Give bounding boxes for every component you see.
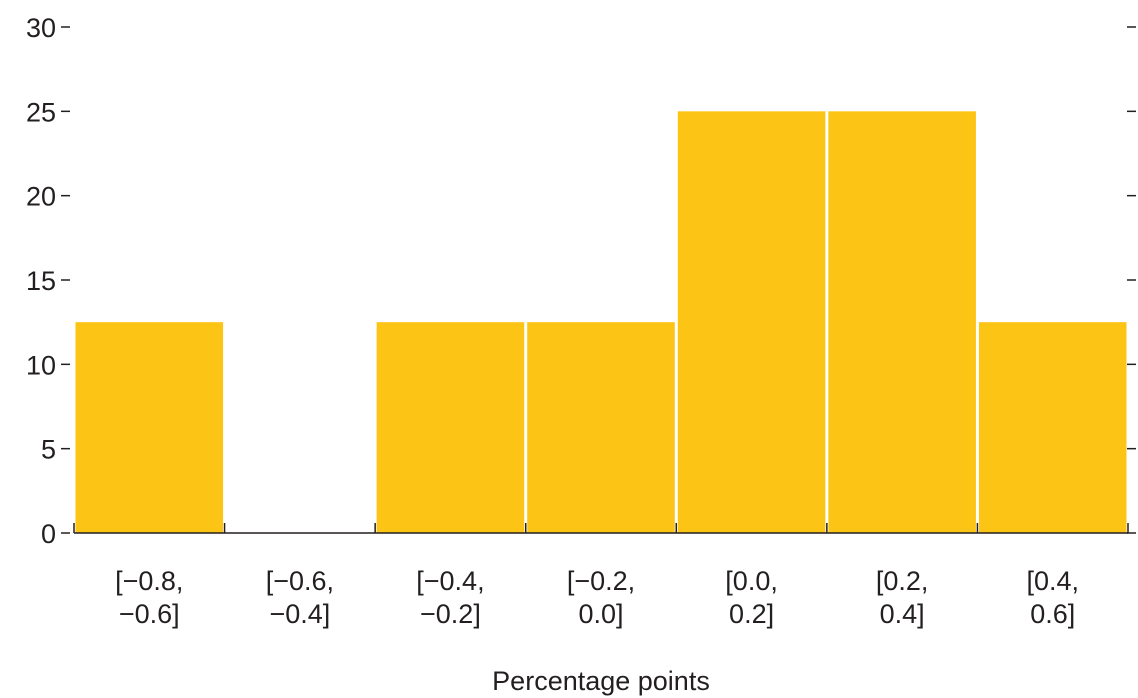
bar-0 <box>75 322 224 533</box>
bar-5 <box>828 111 976 533</box>
y-tick-label-2: 10 <box>26 350 56 380</box>
y-tick-label-3: 15 <box>26 266 56 296</box>
category-label-3: [−0.2, 0.0] <box>567 566 635 629</box>
bar-3 <box>527 322 675 533</box>
category-label-4: [0.0, 0.2] <box>725 566 778 629</box>
bar-6 <box>978 322 1127 533</box>
category-label-2: [−0.4, −0.2] <box>416 566 484 629</box>
x-axis-title: Percentage points <box>492 666 710 696</box>
bars-group <box>75 111 1127 533</box>
y-tick-label-0: 0 <box>41 519 56 549</box>
y-tick-label-1: 5 <box>41 435 56 465</box>
axes-group <box>61 26 1136 534</box>
category-labels: [−0.8, −0.6] [−0.6, −0.4] [−0.4, −0.2] [−0.2, 0… <box>115 566 1079 629</box>
y-tick-labels: 0 5 10 15 20 25 30 <box>26 13 56 549</box>
bar-4 <box>677 111 826 533</box>
y-tick-label-4: 20 <box>26 182 56 212</box>
category-label-5: [0.2, 0.4] <box>876 566 929 629</box>
category-label-1: [−0.6, −0.4] <box>266 566 334 629</box>
category-label-0: [−0.8, −0.6] <box>115 566 183 629</box>
category-label-6: [0.4, 0.6] <box>1026 566 1079 629</box>
y-tick-label-6: 30 <box>26 13 56 43</box>
y-tick-label-5: 25 <box>26 97 56 127</box>
bar-2 <box>376 322 525 533</box>
